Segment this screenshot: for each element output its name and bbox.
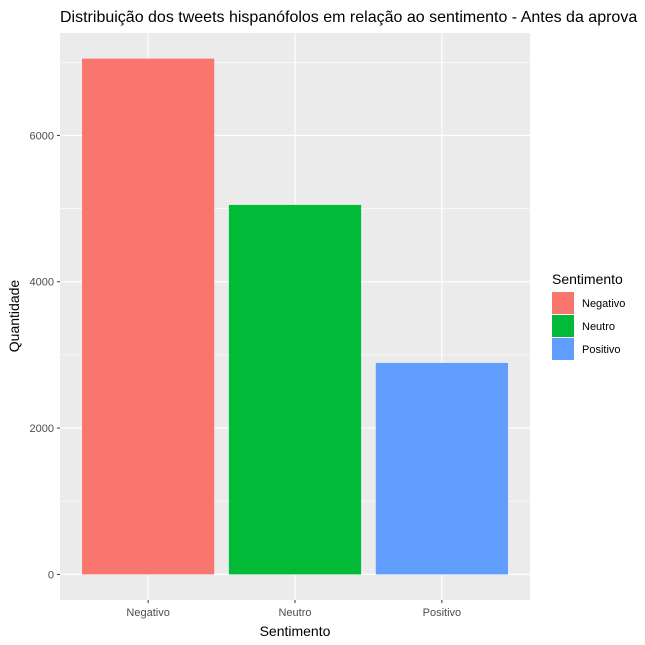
y-axis: 0 2000 4000 6000: [30, 130, 60, 581]
y-tick-label: 2000: [30, 423, 54, 435]
y-tick-label: 0: [48, 569, 54, 581]
legend-title: Sentimento: [552, 271, 623, 287]
x-axis: Negativo Neutro Positivo: [126, 600, 461, 619]
legend: Sentimento Negativo Neutro Positivo: [552, 271, 625, 360]
x-tick-label: Neutro: [278, 607, 311, 619]
legend-swatch-negativo: [552, 292, 574, 314]
legend-swatch-neutro: [552, 315, 574, 337]
legend-label-negativo: Negativo: [582, 298, 625, 310]
y-tick-label: 6000: [30, 130, 54, 142]
x-axis-title: Sentimento: [260, 623, 331, 639]
bars-group: [82, 58, 508, 575]
legend-label-neutro: Neutro: [582, 321, 615, 333]
bar-positivo: [375, 362, 508, 575]
y-axis-title: Quantidade: [6, 280, 22, 353]
legend-label-positivo: Positivo: [582, 344, 621, 356]
chart-title: Distribuição dos tweets hispanófolos em …: [60, 9, 637, 26]
legend-swatch-positivo: [552, 338, 574, 360]
bar-neutro: [228, 204, 362, 575]
x-tick-label: Negativo: [126, 607, 169, 619]
y-tick-label: 4000: [30, 277, 54, 289]
x-tick-label: Positivo: [423, 607, 462, 619]
bar-negativo: [82, 58, 215, 575]
